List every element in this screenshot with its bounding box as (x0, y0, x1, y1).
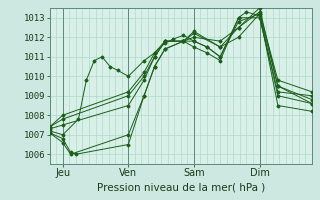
X-axis label: Pression niveau de la mer( hPa ): Pression niveau de la mer( hPa ) (97, 182, 265, 192)
